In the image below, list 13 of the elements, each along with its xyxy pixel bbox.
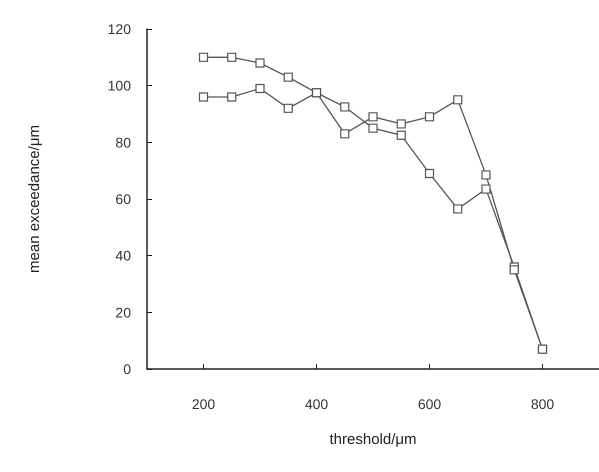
y-tick-label: 80 (115, 134, 132, 150)
y-tick-label: 100 (108, 78, 132, 94)
x-tick-label: 800 (530, 396, 554, 412)
x-tick-label: 600 (418, 396, 442, 412)
y-tick-label: 120 (108, 21, 132, 37)
y-axis-title: mean exceedance/μm (26, 125, 43, 273)
y-tick-label: 40 (115, 248, 132, 264)
x-tick-label: 200 (192, 396, 216, 412)
y-tick-label: 20 (115, 304, 132, 320)
y-tick-label: 60 (115, 191, 132, 207)
y-tick-label: 0 (123, 361, 132, 377)
x-axis-title: threshold/μm (329, 431, 417, 448)
x-tick-label: 400 (304, 396, 328, 412)
